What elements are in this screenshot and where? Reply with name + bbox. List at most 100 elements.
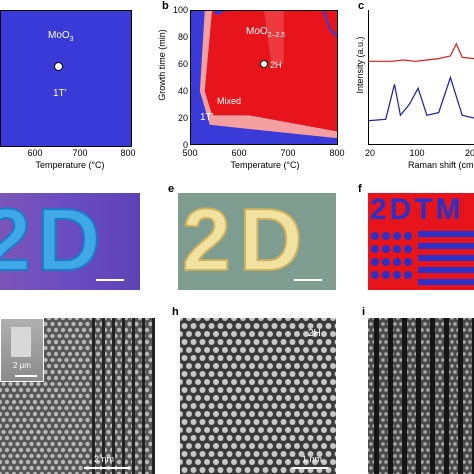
atom xyxy=(438,424,442,428)
atom xyxy=(18,399,24,405)
atom xyxy=(450,436,454,440)
atom xyxy=(67,339,73,345)
atom xyxy=(462,436,466,440)
atom xyxy=(468,412,472,416)
atom xyxy=(369,382,373,386)
atom xyxy=(285,395,291,401)
atom xyxy=(195,427,201,433)
atom xyxy=(258,318,264,321)
atom xyxy=(134,453,139,459)
atom xyxy=(267,411,273,417)
atom xyxy=(226,355,233,361)
atom xyxy=(381,370,385,374)
atom xyxy=(50,429,55,435)
panel-a-xlabel: Temperature (°C) xyxy=(35,160,105,170)
atom xyxy=(399,346,403,350)
atom xyxy=(50,465,55,471)
panel-d-image: 2D xyxy=(0,193,140,290)
atom xyxy=(81,351,87,357)
atom xyxy=(46,447,52,453)
atom xyxy=(316,419,323,425)
atom xyxy=(294,395,300,401)
atom xyxy=(85,381,90,387)
atom xyxy=(258,363,264,369)
atom xyxy=(29,393,34,399)
atom xyxy=(148,453,153,459)
atom xyxy=(116,447,122,453)
atom xyxy=(71,333,76,339)
atom xyxy=(453,418,457,422)
atom xyxy=(208,467,215,473)
atom xyxy=(0,387,3,393)
atom xyxy=(22,393,27,399)
atom xyxy=(280,339,287,345)
atom xyxy=(462,388,466,392)
atom xyxy=(81,339,87,345)
atom xyxy=(137,411,143,417)
panel-f-text: 2DTM xyxy=(370,193,464,226)
atom xyxy=(32,423,38,429)
atom xyxy=(396,364,400,368)
atom xyxy=(57,465,62,471)
atom xyxy=(298,403,305,409)
atom xyxy=(57,357,62,363)
panel-h-lattice xyxy=(180,318,336,473)
atom xyxy=(396,400,400,404)
atom xyxy=(253,371,260,377)
atom xyxy=(453,466,457,470)
atom xyxy=(289,419,296,425)
atom xyxy=(186,331,192,337)
panel-b-phase-moo2: MoO2–2.5 xyxy=(246,26,286,39)
atom xyxy=(316,435,323,441)
atom xyxy=(289,355,296,361)
atom xyxy=(57,333,62,339)
atom xyxy=(195,331,201,337)
atom xyxy=(208,371,215,377)
panel-b-xtick: 500 xyxy=(182,148,198,158)
atom xyxy=(435,466,439,470)
atom xyxy=(411,358,415,362)
atom xyxy=(137,399,143,405)
atom xyxy=(235,403,242,409)
atom xyxy=(43,441,48,447)
atom xyxy=(11,423,17,429)
atom xyxy=(435,430,439,434)
atom xyxy=(271,467,278,473)
atom xyxy=(253,451,260,457)
atom xyxy=(148,393,153,399)
atom xyxy=(289,371,296,377)
atom xyxy=(67,351,73,357)
atom xyxy=(0,411,3,417)
atom xyxy=(438,388,442,392)
atom xyxy=(267,379,273,385)
atom xyxy=(384,400,388,404)
atom xyxy=(222,347,228,353)
atom xyxy=(64,357,69,363)
atom xyxy=(199,371,206,377)
atom xyxy=(420,318,424,320)
atom xyxy=(420,448,424,452)
atom xyxy=(74,411,80,417)
atom xyxy=(22,381,27,387)
atom xyxy=(222,331,228,337)
atom xyxy=(450,424,454,428)
panel-c-xtick: 20 xyxy=(464,148,474,158)
atom xyxy=(369,334,373,338)
lattice-stripe xyxy=(92,318,95,474)
atom xyxy=(208,387,215,393)
atom xyxy=(64,369,69,375)
lattice-stripe xyxy=(444,318,449,474)
atom xyxy=(249,443,255,449)
atom xyxy=(393,406,397,410)
atom xyxy=(312,443,318,449)
atom xyxy=(29,465,34,471)
atom xyxy=(294,347,300,353)
atom xyxy=(450,412,454,416)
atom xyxy=(64,441,69,447)
atom xyxy=(258,347,264,353)
atom xyxy=(116,435,122,441)
atom xyxy=(127,345,132,351)
atom xyxy=(426,460,430,464)
atom xyxy=(411,406,415,410)
atom xyxy=(208,323,215,329)
